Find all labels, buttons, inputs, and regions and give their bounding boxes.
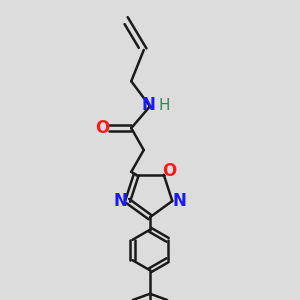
Text: N: N (142, 96, 155, 114)
Text: O: O (95, 119, 110, 137)
Text: N: N (114, 192, 128, 210)
Text: O: O (162, 162, 176, 180)
Text: H: H (159, 98, 170, 113)
Text: N: N (172, 192, 186, 210)
